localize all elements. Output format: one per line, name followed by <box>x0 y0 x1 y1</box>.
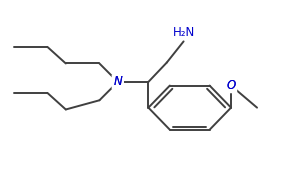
Text: O: O <box>226 79 236 92</box>
Text: N: N <box>114 75 122 88</box>
Text: O: O <box>226 79 236 92</box>
Text: O: O <box>226 79 236 92</box>
Text: N: N <box>114 75 122 88</box>
Text: H₂N: H₂N <box>173 26 195 39</box>
Text: N: N <box>113 75 123 88</box>
